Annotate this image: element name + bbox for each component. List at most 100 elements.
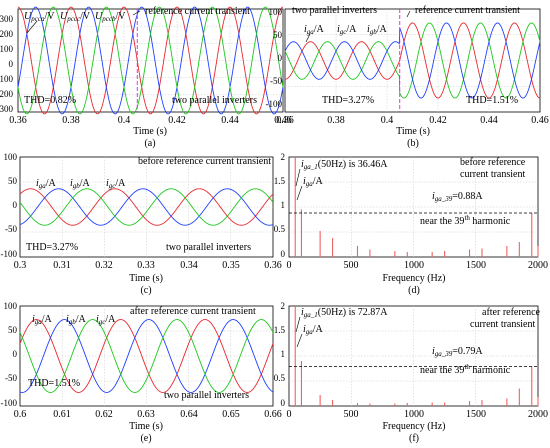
panel-f-ytick: 1.5 bbox=[274, 325, 286, 335]
panel-e-label-ic: igc/A bbox=[96, 314, 116, 326]
panel-c-title: before reference current transient bbox=[138, 156, 271, 167]
panel-e-blue-wave bbox=[19, 319, 274, 393]
panel-f-yticks: 0 0.5 1 1.5 2 bbox=[274, 301, 286, 408]
panel-a-ytick: -100 bbox=[0, 74, 13, 84]
panel-a-yticks: -300 -200 -100 0 100 200 300 bbox=[0, 14, 14, 114]
panel-c-xticks: 0.3 0.31 0.32 0.33 0.34 0.35 0.36 bbox=[14, 260, 282, 271]
panel-a-ytick: 300 bbox=[0, 14, 14, 24]
panel-a-axes bbox=[17, 8, 284, 113]
panel-f: 0 500 1000 1500 2000 0 0.5 1 1.5 2 Frequ… bbox=[274, 301, 548, 444]
panel-f-h39-value: iga_39=0.79A bbox=[432, 346, 483, 358]
panel-d-ytick: 1.5 bbox=[274, 176, 286, 186]
panel-b-label-ic: igc/A bbox=[337, 24, 357, 36]
panel-d-title-2: current transient bbox=[460, 169, 525, 180]
panel-e-label-ia: iga/A bbox=[32, 314, 53, 326]
panel-b-ytick: 0 bbox=[278, 53, 283, 63]
leader-line bbox=[295, 168, 301, 187]
panel-c-blue-wave bbox=[19, 188, 274, 226]
panel-d-xlabel: Frequency (Hz) bbox=[382, 273, 445, 284]
panel-b-label-ib: igb/A bbox=[367, 24, 388, 36]
panel-b-xtick: 0.46 bbox=[531, 115, 549, 126]
panel-d-bars bbox=[289, 157, 539, 257]
panel-e-xtick: 0.64 bbox=[180, 409, 198, 420]
panel-a: 0.36 0.38 0.4 0.42 0.44 0.46 -300 -200 -… bbox=[0, 6, 292, 149]
panel-e: 0.6 0.61 0.62 0.63 0.64 0.65 0.66 -100 -… bbox=[1, 301, 282, 444]
panel-c: 0.3 0.31 0.32 0.33 0.34 0.35 0.36 -100 -… bbox=[1, 152, 282, 296]
panel-e-thd: THD=1.51% bbox=[28, 378, 80, 389]
panel-a-label-ub: Upccb/V bbox=[95, 11, 126, 23]
panel-b-thd-after: THD=1.51% bbox=[466, 95, 518, 106]
panel-e-ytick: 50 bbox=[8, 325, 18, 335]
panel-c-xtick: 0.3 bbox=[14, 260, 27, 271]
panel-d-fundamental: iga_1(50Hz) is 36.46A bbox=[301, 159, 388, 171]
panel-d-ytick: 0 bbox=[281, 249, 286, 259]
panel-c-ytick: -100 bbox=[1, 249, 18, 259]
panel-f-xlabel: Frequency (Hz) bbox=[382, 421, 445, 432]
panel-b-ytick: -100 bbox=[266, 99, 283, 109]
panel-f-ytick: 0 bbox=[281, 398, 286, 408]
panel-a-waves bbox=[17, 6, 284, 115]
panel-d-h39-note: near the 39th harmonic bbox=[420, 214, 511, 227]
panel-b-waves bbox=[284, 9, 541, 112]
panel-b-label-ia: iga/A bbox=[304, 24, 325, 36]
panel-e-title: after reference current transient bbox=[130, 306, 256, 317]
panel-f-ytick: 1 bbox=[281, 349, 286, 359]
panel-b-inverters: two parallel inverters bbox=[292, 5, 377, 16]
panel-a-inverters: two parallel inverters bbox=[172, 95, 257, 106]
panel-a-caption: (a) bbox=[144, 138, 155, 149]
panel-f-xtick: 0 bbox=[287, 409, 292, 420]
panel-c-xtick: 0.36 bbox=[264, 260, 282, 271]
panel-a-ytick: 100 bbox=[0, 44, 14, 54]
panel-a-green-wave bbox=[17, 6, 284, 115]
panel-f-ytick: 2 bbox=[281, 301, 286, 311]
panel-d-yticks: 0 0.5 1 1.5 2 bbox=[274, 152, 286, 259]
panel-c-ytick: 100 bbox=[4, 152, 18, 162]
panel-c-label-ia: iga/A bbox=[36, 178, 57, 190]
panel-f-xtick: 1500 bbox=[466, 409, 486, 420]
panel-c-green-wave bbox=[19, 188, 274, 226]
panel-a-xticks: 0.36 0.38 0.4 0.42 0.44 0.46 bbox=[9, 115, 292, 126]
panel-e-ytick: 0 bbox=[13, 349, 18, 359]
panel-a-ytick: -200 bbox=[0, 89, 13, 99]
panel-a-xtick: 0.44 bbox=[221, 115, 239, 126]
panel-f-xtick: 2000 bbox=[528, 409, 548, 420]
panel-c-yticks: -100 -50 0 50 100 bbox=[1, 152, 18, 259]
panel-f-xtick: 500 bbox=[344, 409, 359, 420]
panel-a-thd: THD=0.82% bbox=[24, 95, 76, 106]
leader-line bbox=[132, 10, 141, 16]
panel-c-label-ib: igb/A bbox=[70, 178, 91, 190]
panel-d-xtick: 1500 bbox=[466, 260, 486, 271]
panel-a-xtick: 0.36 bbox=[9, 115, 27, 126]
panel-d: 0 500 1000 1500 2000 0 0.5 1 1.5 2 Frequ… bbox=[274, 152, 548, 296]
panel-c-xtick: 0.33 bbox=[137, 260, 155, 271]
panel-e-inverters: two parallel inverters bbox=[164, 390, 249, 401]
panel-f-title-2: current transient bbox=[470, 319, 535, 330]
panel-a-xtick: 0.42 bbox=[168, 115, 186, 126]
panel-c-caption: (c) bbox=[140, 285, 151, 296]
panel-c-ytick: 50 bbox=[8, 176, 18, 186]
panel-e-yticks: -100 -50 0 50 100 bbox=[1, 301, 18, 408]
panel-d-xtick: 0 bbox=[287, 260, 292, 271]
leader-line bbox=[296, 185, 303, 201]
panel-f-fundamental: iga_1(50Hz) is 72.87A bbox=[301, 307, 388, 319]
panel-c-waves bbox=[19, 188, 274, 226]
panel-d-caption: (d) bbox=[408, 285, 420, 296]
panel-b-xtick: 0.4 bbox=[381, 115, 394, 126]
panel-f-bars bbox=[289, 306, 539, 406]
label-leaders bbox=[26, 10, 411, 348]
panel-f-xticks: 0 500 1000 1500 2000 bbox=[287, 409, 549, 420]
panel-e-caption: (e) bbox=[140, 433, 151, 444]
leader-line bbox=[406, 10, 411, 18]
panel-a-xtick: 0.38 bbox=[62, 115, 80, 126]
panel-b-ytick: 100 bbox=[269, 7, 283, 17]
panel-c-axes bbox=[19, 156, 274, 258]
panel-d-axes bbox=[288, 156, 539, 258]
panel-a-xtick: 0.46 bbox=[274, 115, 292, 126]
panel-c-xtick: 0.35 bbox=[222, 260, 240, 271]
panel-c-xlabel: Time (s) bbox=[129, 273, 163, 284]
panel-c-label-ic: igc/A bbox=[106, 178, 126, 190]
leader-line bbox=[296, 333, 303, 348]
panel-e-red-wave bbox=[19, 319, 274, 393]
panel-b-xtick: 0.38 bbox=[327, 115, 345, 126]
